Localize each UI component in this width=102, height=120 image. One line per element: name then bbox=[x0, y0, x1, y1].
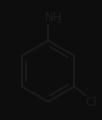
Text: Cl: Cl bbox=[86, 96, 97, 109]
Text: 2: 2 bbox=[56, 16, 61, 25]
Text: NH: NH bbox=[45, 11, 63, 24]
